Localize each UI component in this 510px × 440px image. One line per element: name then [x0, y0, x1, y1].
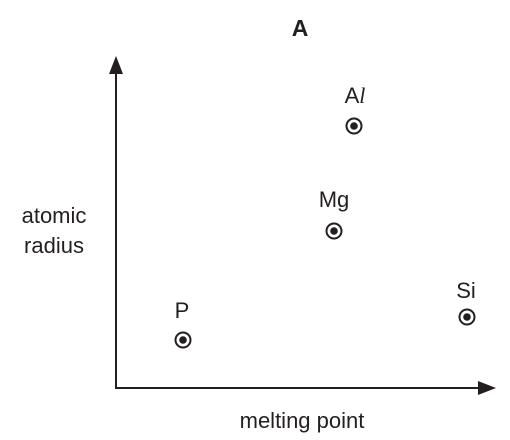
point-label-al: Al — [345, 83, 366, 108]
y-axis-arrowhead — [109, 56, 123, 74]
point-marker-dot — [463, 313, 471, 321]
point-marker-dot — [330, 227, 338, 235]
x-axis-arrowhead — [478, 381, 496, 395]
point-mg: Mg — [319, 187, 350, 239]
point-marker-dot — [179, 336, 187, 344]
y-axis-label-line-2: radius — [24, 233, 84, 258]
point-label-si: Si — [456, 278, 476, 303]
point-si: Si — [456, 278, 476, 325]
point-label-p: P — [175, 298, 190, 323]
point-marker-dot — [350, 122, 358, 130]
point-p: P — [175, 298, 191, 348]
points-layer: P Mg Al Si — [175, 83, 476, 348]
x-axis-label: melting point — [240, 408, 365, 433]
y-axis-label-line-1: atomic — [22, 203, 87, 228]
point-label-mg: Mg — [319, 187, 350, 212]
point-al: Al — [345, 83, 366, 134]
diagram-title: A — [292, 15, 309, 41]
